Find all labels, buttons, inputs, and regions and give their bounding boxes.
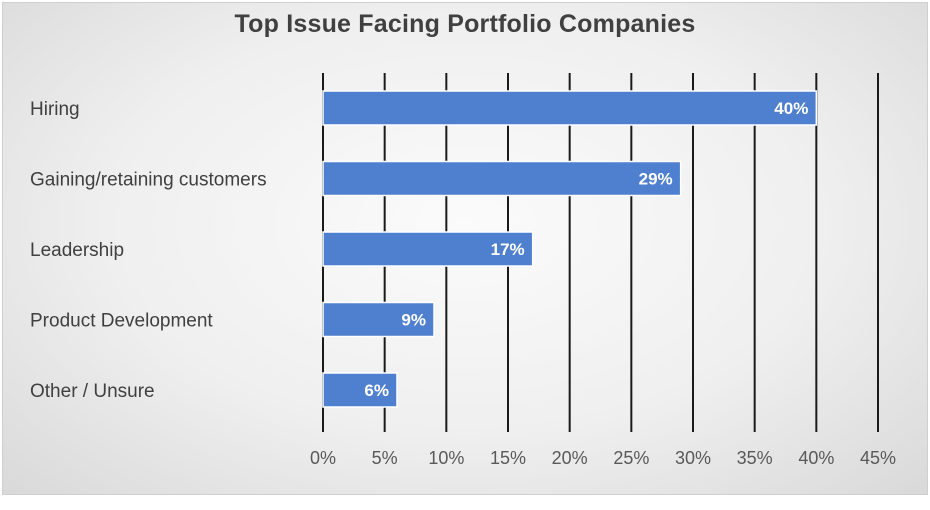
bar-4: [322, 372, 398, 408]
bar-2: [322, 231, 534, 267]
category-label: Hiring: [30, 99, 80, 120]
x-tick-label: 25%: [613, 448, 649, 468]
bar-0: [322, 90, 818, 126]
category-label: Other / Unsure: [30, 381, 155, 402]
category-label: Product Development: [30, 311, 213, 332]
data-label: 29%: [639, 170, 673, 189]
chart-title: Top Issue Facing Portfolio Companies: [234, 10, 696, 38]
category-label: Gaining/retaining customers: [30, 170, 267, 191]
x-tick-label: 10%: [428, 448, 464, 468]
x-tick-label: 30%: [675, 448, 711, 468]
data-label: 9%: [401, 311, 426, 330]
data-label: 6%: [364, 381, 389, 400]
data-label: 17%: [491, 240, 525, 259]
x-tick-label: 20%: [552, 448, 588, 468]
x-tick-label: 45%: [860, 448, 896, 468]
x-tick-label: 35%: [737, 448, 773, 468]
bar-3: [322, 301, 435, 338]
category-label: Leadership: [30, 240, 124, 261]
x-tick-label: 40%: [798, 448, 834, 468]
data-label: 40%: [774, 99, 808, 118]
x-tick-label: 15%: [490, 448, 526, 468]
x-tick-label: 5%: [372, 448, 398, 468]
bar-1: [322, 160, 682, 197]
x-tick-label: 0%: [310, 448, 336, 468]
